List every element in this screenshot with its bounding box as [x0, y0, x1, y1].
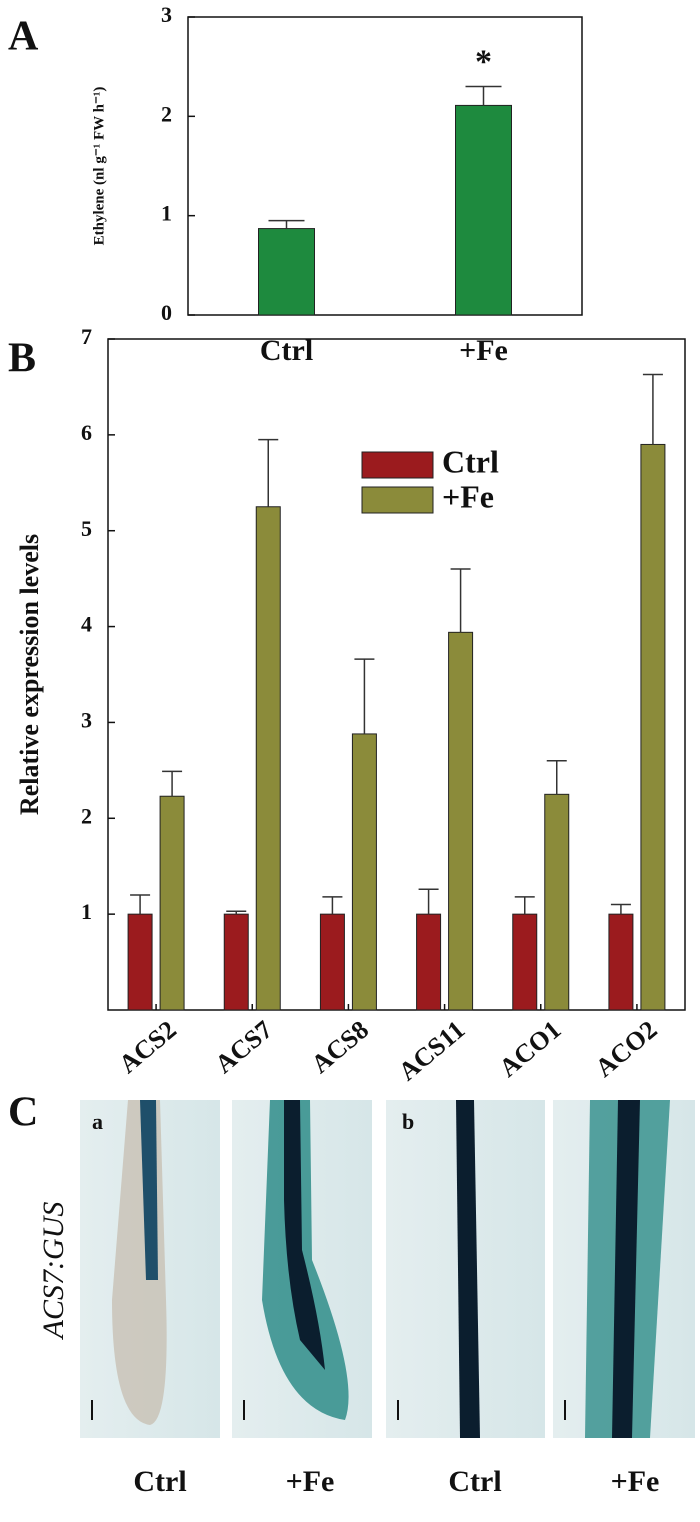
- y-tick-label: 4: [81, 612, 92, 637]
- bar: [258, 228, 315, 316]
- x-tick-label: ACS7: [209, 1015, 277, 1079]
- plot-frame: [187, 16, 583, 316]
- y-tick-label: 3: [81, 707, 92, 732]
- panel-label: C: [8, 1090, 38, 1136]
- bar: [544, 793, 570, 1011]
- bar: [223, 913, 249, 1011]
- significance-mark: *: [475, 43, 492, 80]
- bar: [127, 913, 153, 1011]
- bar: [608, 913, 634, 1011]
- bar: [255, 506, 281, 1011]
- micrographs: [80, 1100, 695, 1438]
- caption: +Fe: [611, 1465, 660, 1498]
- plot-frame: [107, 338, 686, 1011]
- panel-label: B: [8, 336, 36, 382]
- y-axis-title: Relative expression levels: [15, 534, 44, 815]
- legend-swatch: [361, 486, 434, 514]
- y-tick-label: 2: [81, 803, 92, 828]
- legend-label: Ctrl: [442, 443, 499, 479]
- x-tick-label: ACS8: [306, 1015, 374, 1079]
- panel-label: A: [8, 14, 39, 60]
- y-tick-label: 1: [81, 899, 92, 924]
- legend-label: +Fe: [442, 478, 494, 514]
- caption: Ctrl: [133, 1465, 186, 1498]
- legend-swatch: [361, 451, 434, 479]
- y-tick-label: 1: [161, 201, 172, 226]
- y-tick-label: 5: [81, 516, 92, 541]
- y-tick-label: 7: [81, 324, 92, 349]
- x-tick-label: ACS11: [393, 1015, 470, 1086]
- caption: Ctrl: [448, 1465, 501, 1498]
- reporter-label: ACS7:GUS: [37, 1202, 70, 1341]
- bar: [455, 104, 512, 316]
- y-tick-label: 3: [161, 2, 172, 27]
- bar: [448, 631, 474, 1011]
- bar: [159, 795, 185, 1011]
- bar: [351, 733, 377, 1011]
- subpanel-label: b: [402, 1109, 414, 1134]
- subpanel-label: a: [92, 1109, 103, 1134]
- y-tick-label: 2: [161, 101, 172, 126]
- y-axis-title: Ethylene (nl g⁻¹ FW h⁻¹): [91, 87, 107, 246]
- bar: [416, 913, 442, 1011]
- bar: [512, 913, 538, 1011]
- bar: [640, 443, 666, 1011]
- y-tick-label: 6: [81, 420, 92, 445]
- x-tick-label: ACO1: [494, 1015, 567, 1083]
- bar: [319, 913, 345, 1011]
- caption: +Fe: [286, 1465, 335, 1498]
- y-tick-label: 0: [161, 300, 172, 325]
- x-tick-label: ACO2: [590, 1015, 663, 1083]
- x-tick-label: ACS2: [113, 1015, 181, 1079]
